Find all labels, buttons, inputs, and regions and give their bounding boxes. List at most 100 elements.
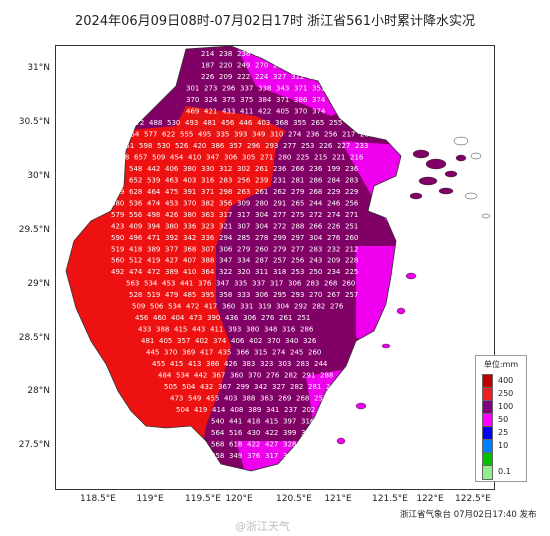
station-value: 338 (258, 84, 271, 92)
station-value: 555 (180, 130, 193, 138)
map-title: 2024年06月09日08时-07月02日17时 浙江省561小时累计降水实况 (75, 14, 475, 29)
station-value: 270 (309, 291, 322, 299)
station-value: 288 (320, 372, 333, 380)
station-value: 330 (201, 165, 214, 173)
legend-label: 400 (498, 376, 514, 385)
station-value: 271 (345, 211, 358, 219)
legend-label: 100 (498, 402, 514, 411)
station-value: 260 (342, 280, 355, 288)
station-value: 305 (242, 153, 255, 161)
station-value: 426 (224, 360, 238, 368)
station-value: 420 (193, 142, 206, 150)
station-value: 384 (258, 96, 272, 104)
station-value: 289 (319, 429, 332, 437)
station-value: 415 (265, 418, 278, 426)
station-value: 310 (270, 130, 283, 138)
station-value: 652 (129, 176, 142, 184)
station-value: 358 (219, 291, 232, 299)
station-value: 391 (183, 188, 196, 196)
station-value: 257 (365, 119, 378, 127)
station-value: 209 (219, 73, 232, 81)
station-value: 580 (111, 199, 124, 207)
station-value: 256 (237, 176, 251, 184)
station-value: 257 (345, 291, 358, 299)
station-value: 404 (171, 314, 185, 322)
station-value: 349 (229, 452, 242, 460)
station-value: 293 (265, 142, 278, 150)
station-value: 768 (116, 153, 129, 161)
station-value: 245 (332, 395, 345, 403)
station-value: 441 (229, 418, 242, 426)
station-value: 512 (129, 257, 142, 265)
station-value: 283 (296, 360, 309, 368)
station-value: 492 (111, 268, 124, 276)
station-value: 331 (240, 303, 253, 311)
station-value: 263 (237, 188, 250, 196)
station-value: 347 (206, 153, 219, 161)
station-value: 214 (201, 50, 215, 58)
station-value: 536 (129, 199, 143, 207)
lon-label-121: 121°E (324, 494, 352, 504)
station-value: 472 (147, 268, 160, 276)
lon-label-120-5: 120.5°E (276, 494, 312, 504)
station-value: 380 (183, 211, 196, 219)
station-value: 302 (237, 165, 250, 173)
station-value: 563 (126, 280, 139, 288)
station-value: 272 (273, 222, 286, 230)
station-value: 277 (291, 245, 304, 253)
station-value: 498 (147, 211, 160, 219)
station-value: 339 (327, 73, 340, 81)
station-value: 417 (204, 303, 217, 311)
station-value: 389 (147, 245, 160, 253)
station-value: 370 (248, 372, 261, 380)
station-value: 221 (332, 153, 345, 161)
station-value: 280 (255, 199, 268, 207)
station-value: 409 (129, 222, 142, 230)
station-value: 432 (200, 383, 213, 391)
station-value: 376 (247, 452, 261, 460)
station-value: 306 (219, 245, 233, 253)
station-value: 316 (282, 326, 296, 334)
legend-label: 250 (498, 389, 514, 398)
station-value: 266 (291, 165, 305, 173)
station-value: 288 (291, 222, 304, 230)
station-value: 484 (158, 372, 172, 380)
station-value: 296 (222, 84, 236, 92)
station-value: 324 (204, 96, 218, 104)
station-value: 341 (301, 441, 314, 449)
lat-label-28: 28°N (27, 386, 50, 396)
station-value: 250 (309, 268, 322, 276)
station-value: 268 (296, 395, 309, 403)
station-value: 299 (236, 383, 249, 391)
station-value: 276 (266, 372, 280, 380)
station-value: 392 (165, 234, 178, 242)
station-value: 360 (222, 303, 235, 311)
station-value: 405 (276, 107, 289, 115)
station-value: 430 (247, 429, 260, 437)
coastal-islands (336, 272, 417, 445)
station-value: 410 (183, 268, 196, 276)
station-value: 295 (273, 291, 286, 299)
station-value: 469 (186, 107, 199, 115)
station-value: 534 (144, 280, 158, 288)
station-value: 253 (291, 268, 304, 276)
station-value: 540 (211, 418, 224, 426)
station-value: 715 (111, 176, 124, 184)
station-value: 368 (275, 119, 288, 127)
station-value: 217 (342, 130, 355, 138)
station-value: 474 (129, 268, 143, 276)
station-value: 265 (291, 199, 304, 207)
station-value: 256 (345, 199, 359, 207)
station-value: 357 (177, 337, 190, 345)
station-value: 370 (164, 349, 177, 357)
station-value: 471 (147, 234, 160, 242)
station-value: 276 (261, 314, 275, 322)
station-value: 234 (327, 268, 341, 276)
station-value: 265 (291, 61, 304, 69)
station-value: 261 (255, 165, 268, 173)
station-value: 319 (258, 303, 271, 311)
station-value: 370 (183, 199, 196, 207)
lon-label-121-5: 121.5°E (372, 494, 408, 504)
station-value: 397 (283, 418, 296, 426)
station-value: 260 (345, 234, 358, 242)
